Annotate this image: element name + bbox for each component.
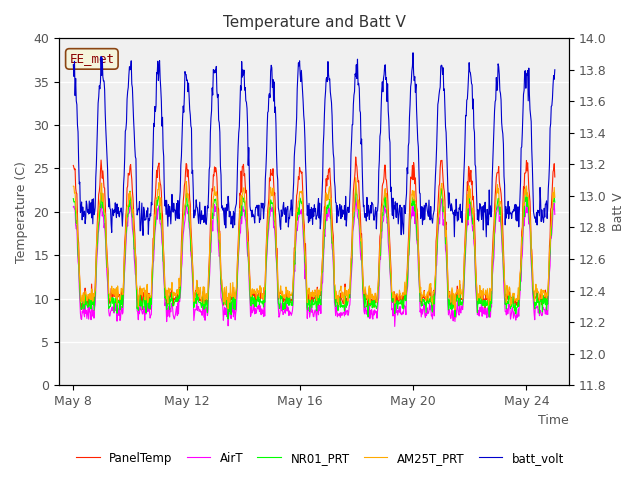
AM25T_PRT xyxy=(70,183,77,189)
batt_volt xyxy=(167,221,175,227)
batt_volt xyxy=(483,234,490,240)
AirT xyxy=(352,194,360,200)
AirT xyxy=(167,309,175,315)
PanelTemp xyxy=(360,292,368,298)
PanelTemp xyxy=(438,157,446,163)
AM25T_PRT xyxy=(124,202,132,207)
Line: PanelTemp: PanelTemp xyxy=(74,157,555,311)
NR01_PRT xyxy=(523,183,531,189)
PanelTemp xyxy=(134,305,142,311)
AirT xyxy=(124,210,132,216)
Legend: PanelTemp, AirT, NR01_PRT, AM25T_PRT, batt_volt: PanelTemp, AirT, NR01_PRT, AM25T_PRT, ba… xyxy=(71,447,569,469)
NR01_PRT xyxy=(124,208,132,214)
NR01_PRT xyxy=(224,316,232,322)
batt_volt xyxy=(134,206,142,212)
PanelTemp xyxy=(551,174,559,180)
NR01_PRT xyxy=(438,189,446,195)
batt_volt xyxy=(124,84,132,90)
Line: AirT: AirT xyxy=(74,197,555,326)
AirT xyxy=(360,308,368,314)
PanelTemp xyxy=(167,293,175,299)
Y-axis label: Temperature (C): Temperature (C) xyxy=(15,161,28,263)
AirT xyxy=(391,324,399,329)
AM25T_PRT xyxy=(167,287,175,292)
batt_volt xyxy=(551,67,559,72)
AM25T_PRT xyxy=(451,307,459,312)
AirT xyxy=(551,212,559,217)
Line: AM25T_PRT: AM25T_PRT xyxy=(74,178,555,310)
Line: batt_volt: batt_volt xyxy=(74,53,555,237)
Text: EE_met: EE_met xyxy=(69,52,115,65)
X-axis label: Time: Time xyxy=(538,414,569,427)
NR01_PRT xyxy=(167,298,175,304)
batt_volt xyxy=(409,50,417,56)
batt_volt xyxy=(319,175,326,181)
AM25T_PRT xyxy=(352,175,360,180)
NR01_PRT xyxy=(360,297,368,303)
AirT xyxy=(319,279,326,285)
PanelTemp xyxy=(124,170,132,176)
batt_volt xyxy=(360,204,367,210)
NR01_PRT xyxy=(134,308,142,313)
NR01_PRT xyxy=(70,196,77,202)
batt_volt xyxy=(438,63,446,69)
Title: Temperature and Batt V: Temperature and Batt V xyxy=(223,15,406,30)
PanelTemp xyxy=(70,163,77,168)
AM25T_PRT xyxy=(551,194,559,200)
PanelTemp xyxy=(319,253,326,259)
AM25T_PRT xyxy=(319,252,326,258)
PanelTemp xyxy=(352,154,360,160)
batt_volt xyxy=(70,62,77,68)
AirT xyxy=(70,204,77,210)
Line: NR01_PRT: NR01_PRT xyxy=(74,186,555,319)
Y-axis label: Batt V: Batt V xyxy=(612,192,625,231)
AirT xyxy=(438,211,446,216)
AM25T_PRT xyxy=(134,304,142,310)
AM25T_PRT xyxy=(360,291,368,297)
PanelTemp xyxy=(451,308,459,313)
NR01_PRT xyxy=(319,248,327,254)
NR01_PRT xyxy=(551,199,559,205)
AirT xyxy=(134,317,142,323)
AM25T_PRT xyxy=(438,180,446,186)
